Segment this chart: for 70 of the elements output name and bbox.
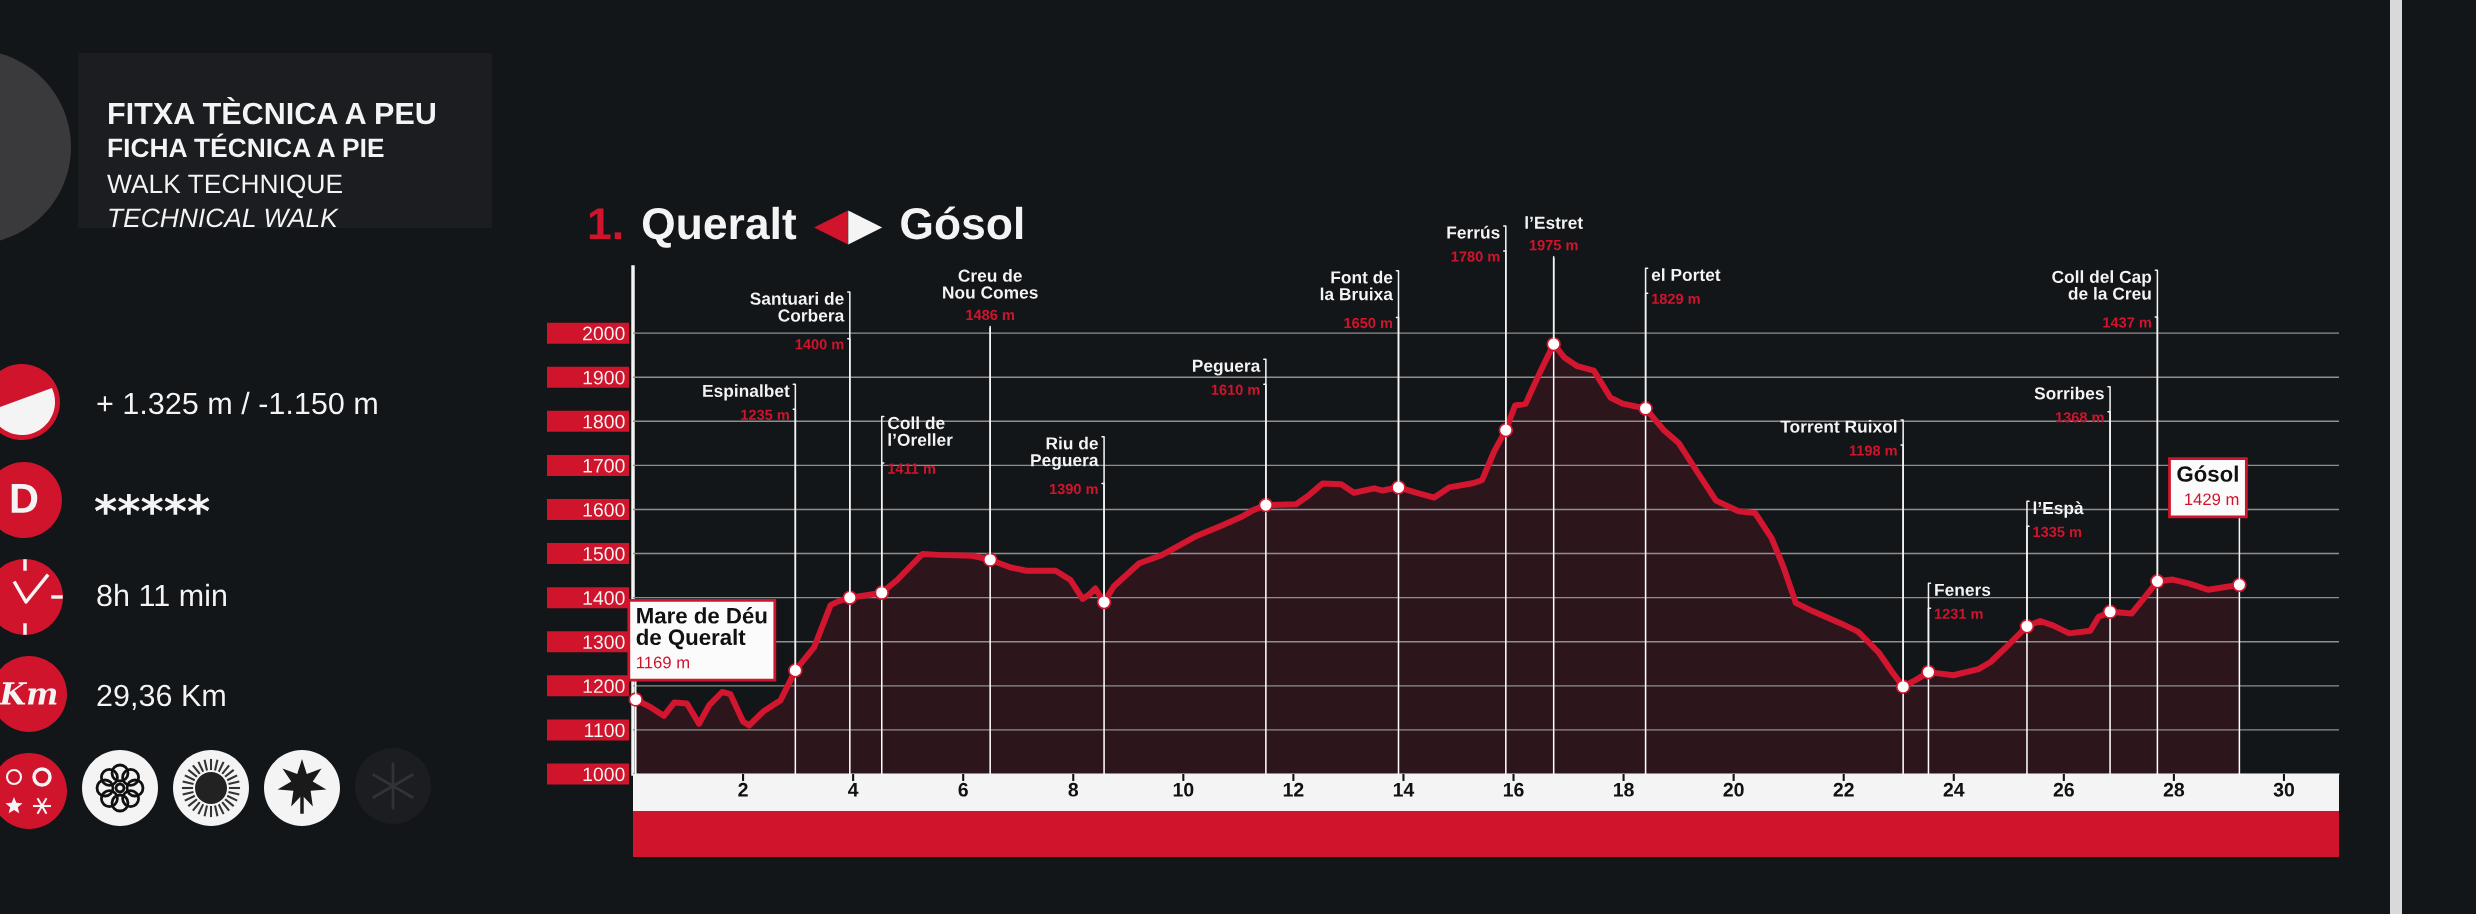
data-label: 1780 m [1451, 251, 1500, 262]
data-label: 1198 m [1849, 445, 1897, 456]
y-tick-label: 1400 [583, 591, 625, 605]
annotation: el Portet [1651, 268, 1721, 281]
data-label: 1486 m [966, 309, 1014, 321]
x-tick-label: 10 [1173, 782, 1194, 797]
data-label: 1650 m [1344, 317, 1393, 329]
y-tick-label: 1100 [585, 723, 625, 738]
data-label: 1235 m [741, 409, 789, 421]
text: FITXA TÈCNICA A PEU [109, 96, 435, 125]
x-tick-label: 6 [958, 782, 968, 797]
annotation: l’Estret [1525, 216, 1583, 229]
data-label: 1829 m [1652, 293, 1700, 304]
data-label: 1437 m [2103, 317, 2151, 328]
annotation: Coll de l’Oreller [888, 416, 953, 446]
data-label: 1335 m [2033, 526, 2082, 538]
data-label: 1169 m [637, 656, 690, 669]
chart-title: 1. Queralt ◀▶ Gósol [589, 206, 1023, 248]
data-label: 1400 m [795, 339, 844, 350]
annotation: Gósol [2177, 465, 2238, 482]
data-label: 1429 m [2185, 493, 2239, 506]
y-tick-label: 2000 [583, 326, 625, 341]
annotation: Espinalbet [703, 384, 790, 401]
x-tick-label: 24 [1943, 782, 1965, 797]
annotation: Font de la Bruixa [1320, 270, 1394, 301]
x-tick-label: 4 [848, 783, 859, 797]
x-tick-label: 12 [1283, 782, 1304, 797]
data-label: 1231 m [1934, 608, 1983, 619]
annotation: Coll del Cap de la Creu [2052, 270, 2152, 300]
annotation: Santuari de Corbera [750, 292, 845, 322]
x-tick-label: 22 [1833, 782, 1854, 797]
text: WALK TECHNIQUE [107, 174, 342, 198]
text: ***** [94, 494, 210, 515]
x-tick-label: 16 [1503, 782, 1524, 797]
text: 29,36 Km [97, 684, 225, 710]
annotation: Mare de Déu de Queralt [636, 607, 767, 650]
x-tick-label: 30 [2273, 782, 2294, 797]
text: TECHNICAL WALK [109, 208, 339, 228]
annotation: Feners [1935, 583, 1991, 597]
y-tick-label: 1000 [583, 767, 625, 782]
annotation: Creu de Nou Comes [943, 269, 1038, 299]
y-tick-label: 1300 [583, 635, 625, 649]
x-tick-label: 8 [1068, 782, 1079, 797]
x-tick-label: 2 [738, 782, 748, 797]
y-tick-label: 1900 [583, 370, 625, 385]
data-label: 1975 m [1529, 239, 1578, 251]
annotation: Riu de Peguera [1031, 436, 1099, 470]
x-tick-label: 26 [2053, 782, 2074, 797]
data-label: 1411 m [888, 463, 936, 474]
annotation: l’Espà [2033, 501, 2084, 518]
annotation: Peguera [1192, 359, 1261, 376]
text: FICHA TÉCNICA A PIE [108, 133, 384, 158]
text: + 1.325 m / -1.150 m [97, 391, 377, 415]
y-tick-label: 1800 [583, 414, 625, 429]
annotation: Torrent Ruixol [1780, 420, 1897, 433]
x-tick-label: 18 [1613, 782, 1634, 797]
y-tick-label: 1700 [583, 458, 625, 473]
data-label: 1390 m [1049, 483, 1098, 495]
annotation: Sorribes [2034, 386, 2104, 400]
x-tick-label: 28 [2163, 782, 2185, 797]
y-tick-label: 1600 [583, 502, 625, 517]
text: D [11, 484, 38, 513]
y-tick-label: 1200 [583, 679, 625, 694]
data-label: 1368 m [2055, 412, 2104, 423]
y-tick-label: 1500 [583, 547, 625, 561]
annotation: Ferrús [1447, 225, 1500, 239]
x-tick-label: 20 [1723, 782, 1744, 797]
text: 8h 11 min [97, 583, 226, 607]
data-label: 1610 m [1211, 384, 1260, 395]
x-tick-label: 14 [1393, 783, 1415, 797]
